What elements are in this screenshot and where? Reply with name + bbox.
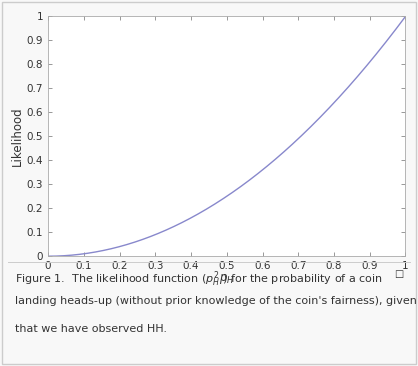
Text: landing heads-up (without prior knowledge of the coin's fairness), given: landing heads-up (without prior knowledg…	[15, 296, 416, 306]
Text: □: □	[394, 269, 403, 279]
Y-axis label: Likelihood: Likelihood	[11, 107, 24, 166]
X-axis label: $p_H$: $p_H$	[219, 272, 234, 287]
Text: Figure 1.  The likelihood function ($p_H^2$ ) for the probability of a coin: Figure 1. The likelihood function ($p_H^…	[15, 269, 382, 289]
Text: that we have observed HH.: that we have observed HH.	[15, 324, 167, 334]
